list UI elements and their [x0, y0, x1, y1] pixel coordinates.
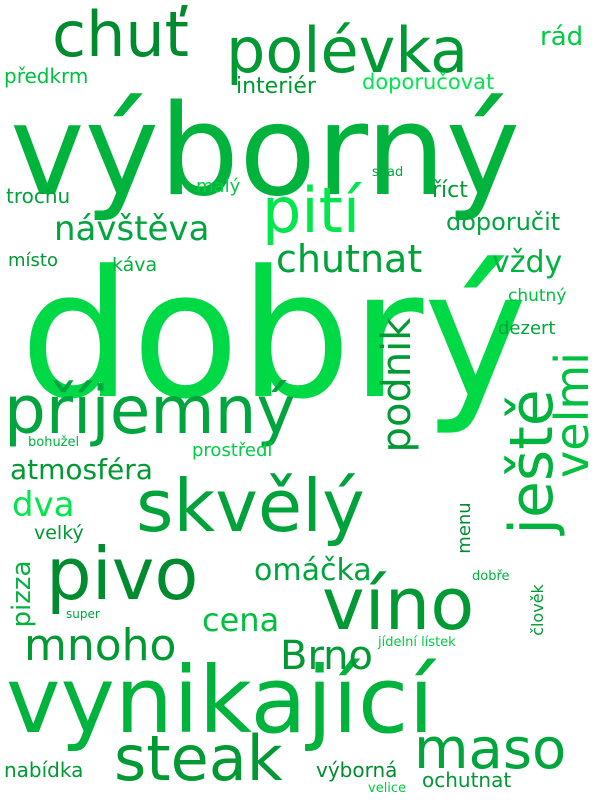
- word-maly: malý: [196, 176, 241, 197]
- word-super: super: [66, 607, 100, 621]
- word-jidelni-listek: jídelní lístek: [378, 635, 456, 650]
- word-pivo: pivo: [46, 532, 199, 616]
- word-vyborna: výborná: [316, 758, 398, 782]
- word-prijemny: příjemný: [4, 372, 296, 449]
- word-vzdy: vždy: [492, 245, 563, 280]
- word-vynikajici: vynikající: [6, 647, 435, 754]
- word-vyborny: výborný: [10, 77, 521, 224]
- word-vino: víno: [322, 562, 475, 646]
- word-velky: velký: [34, 522, 84, 544]
- word-navsteva: návštěva: [54, 209, 210, 249]
- word-trochu: trochu: [6, 184, 71, 208]
- word-dva: dva: [12, 485, 75, 525]
- word-rict: říct: [432, 178, 468, 203]
- word-misto: místo: [8, 250, 58, 271]
- word-polevka: polévka: [226, 14, 469, 87]
- word-skvely: skvělý: [136, 464, 365, 548]
- word-interier: interiér: [236, 74, 316, 99]
- word-rad: rád: [540, 22, 584, 52]
- word-brno: Brno: [280, 633, 374, 679]
- word-chut: chuť: [52, 0, 189, 71]
- word-nabidka: nabídka: [4, 758, 84, 782]
- word-kava: káva: [112, 254, 158, 276]
- word-bohuzel: bohužel: [28, 435, 80, 450]
- word-ochutnat: ochutnat: [422, 768, 512, 792]
- word-velice: velice: [368, 781, 407, 796]
- word-maso: maso: [414, 717, 567, 782]
- word-prostredi: prostředí: [192, 440, 273, 461]
- word-steak: steak: [114, 722, 283, 795]
- word-chutnat: chutnat: [276, 237, 423, 281]
- word-pizza: pizza: [7, 560, 37, 628]
- word-predkrm: předkrm: [4, 64, 89, 88]
- word-mnoho: mnoho: [24, 620, 177, 671]
- word-velmi: velmi: [545, 352, 599, 478]
- word-doporucit: doporučit: [446, 208, 561, 236]
- word-piti: pití: [262, 174, 361, 247]
- word-dobre: dobře: [472, 569, 510, 584]
- word-menu: menu: [454, 502, 475, 554]
- word-dobry: dobrý: [20, 233, 528, 438]
- word-snad: snad: [372, 165, 404, 180]
- word-podnik: podnik: [374, 317, 420, 453]
- word-clovek: člověk: [528, 584, 547, 636]
- word-dezert: dezert: [498, 318, 556, 339]
- word-doporucovat: doporučovat: [362, 70, 495, 94]
- word-cena: cena: [202, 601, 280, 639]
- word-omacka: omáčka: [254, 553, 372, 588]
- word-chutny: chutný: [508, 286, 567, 306]
- word-atmosfera: atmosféra: [10, 453, 153, 486]
